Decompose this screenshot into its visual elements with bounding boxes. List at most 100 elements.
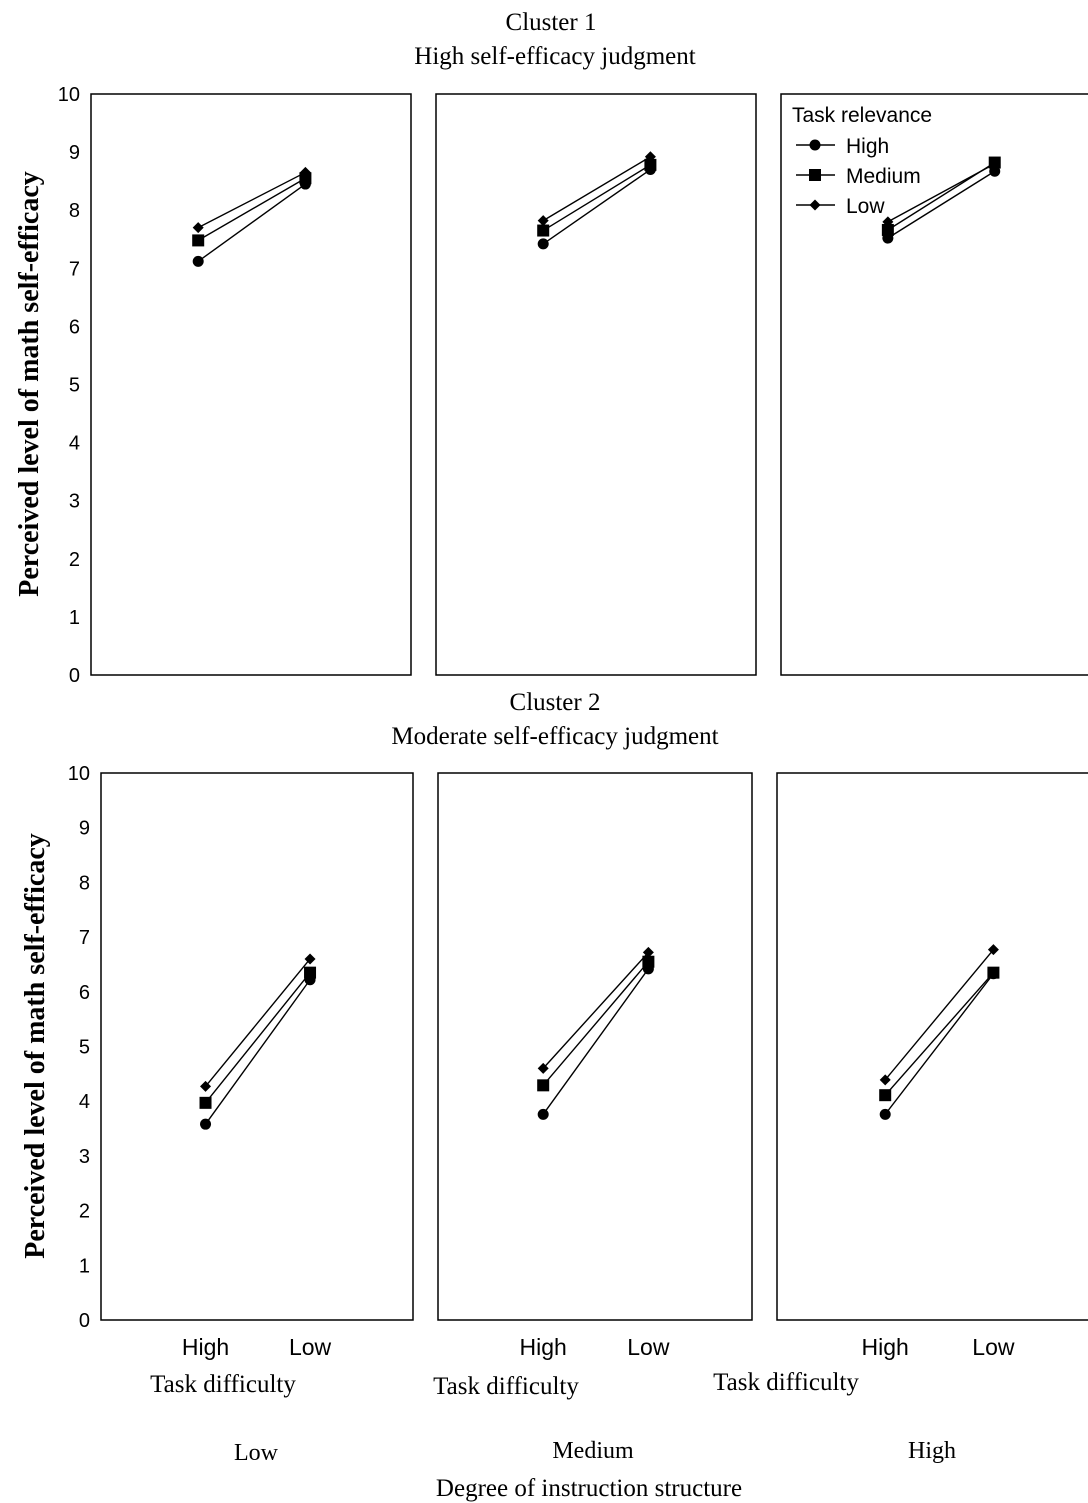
cluster2-panel-low: High Low	[100, 772, 414, 1360]
cluster1-panel-low	[90, 93, 412, 676]
cluster2-y-tick-9: 9	[79, 818, 90, 840]
cluster1-y-tick-4: 4	[69, 433, 80, 455]
x-tick-high: High	[862, 1334, 909, 1360]
cluster2-y-tick-5: 5	[79, 1037, 90, 1059]
cluster1-y-tick-2: 2	[69, 549, 80, 571]
cluster1-y-tick-6: 6	[69, 316, 80, 338]
series-line-high	[204, 979, 311, 1125]
data-point-medium-high	[192, 234, 205, 247]
cluster1-chart: 0 1 2 3 4 5 6 7 8 9 10 Task relevance High Medium Low	[58, 84, 1088, 687]
data-point-low-low	[989, 158, 1001, 170]
cluster1-y-axis-label: Perceived level of math self-efficacy	[14, 171, 45, 597]
cluster1-panel-medium	[435, 93, 757, 676]
cluster2-y-axis-label: Perceived level of math self-efficacy	[20, 833, 51, 1259]
series-line-medium	[884, 972, 994, 1096]
series-line-medium	[542, 961, 649, 1086]
cluster1-subtitle: High self-efficacy judgment	[414, 43, 695, 70]
series-line-high	[887, 170, 996, 239]
difficulty-caption-medium: Task difficulty	[433, 1373, 579, 1400]
cluster1-y-tick-10: 10	[58, 84, 80, 106]
structure-level-high: High	[908, 1438, 956, 1464]
cluster1-panel-frame	[435, 93, 757, 676]
cluster2-y-tick-3: 3	[79, 1146, 90, 1168]
cluster1-panel-high	[780, 93, 1088, 676]
x-tick-low: Low	[289, 1334, 332, 1360]
cluster2-y-tick-1: 1	[79, 1255, 90, 1277]
cluster2-chart: 0 1 2 3 4 5 6 7 8 9 10 High Low High Low High Low	[68, 763, 1088, 1360]
series-line-medium	[542, 164, 651, 232]
x-tick-low: Low	[972, 1334, 1015, 1360]
data-point-medium-low	[304, 966, 317, 979]
series-line-low	[204, 958, 311, 1087]
legend: Task relevance High Medium Low	[792, 104, 932, 218]
cluster2-y-tick-10: 10	[68, 763, 90, 785]
data-point-high-high	[192, 255, 204, 267]
x-tick-high: High	[520, 1334, 567, 1360]
structure-level-low: Low	[234, 1440, 279, 1466]
data-point-high-high	[200, 1118, 212, 1130]
structure-level-medium: Medium	[552, 1438, 634, 1464]
cluster2-y-tick-7: 7	[79, 927, 90, 949]
cluster1-y-tick-9: 9	[69, 142, 80, 164]
cluster2-subtitle: Moderate self-efficacy judgment	[391, 723, 718, 750]
cluster2-y-tick-8: 8	[79, 872, 90, 894]
legend-marker-medium	[809, 169, 821, 181]
series-line-medium	[197, 177, 306, 242]
data-point-medium-low	[987, 966, 1000, 979]
legend-marker-high	[809, 139, 821, 151]
series-line-high	[542, 968, 649, 1115]
data-point-medium-high	[199, 1096, 212, 1109]
cluster2-y-tick-0: 0	[79, 1310, 90, 1332]
legend-marker-low	[809, 199, 821, 211]
data-point-medium-low	[642, 955, 655, 968]
data-point-medium-low	[644, 158, 657, 171]
legend-title: Task relevance	[792, 104, 932, 127]
cluster2-panel-high: High Low	[776, 772, 1088, 1360]
data-point-medium-high	[537, 1079, 550, 1092]
series-line-high	[542, 168, 651, 245]
cluster1-panel-frame	[780, 93, 1088, 676]
data-point-medium-low	[299, 172, 312, 185]
cluster1-title: Cluster 1	[506, 9, 597, 36]
x-tick-low: Low	[627, 1334, 670, 1360]
cluster2-panel-frame	[437, 772, 753, 1321]
cluster2-panel-frame	[100, 772, 414, 1321]
legend-label-low: Low	[846, 195, 885, 218]
cluster1-y-tick-5: 5	[69, 375, 80, 397]
data-point-low-low	[642, 946, 654, 958]
series-line-low	[542, 951, 649, 1069]
series-line-low	[887, 163, 996, 223]
series-line-medium	[204, 972, 311, 1104]
series-line-high	[884, 973, 994, 1115]
cluster2-title: Cluster 2	[510, 689, 601, 716]
cluster1-panel-frame	[90, 93, 412, 676]
cluster1-y-tick-3: 3	[69, 491, 80, 513]
cluster2-panel-medium: High Low	[437, 772, 753, 1360]
legend-label-high: High	[846, 135, 889, 158]
difficulty-caption-high: Task difficulty	[713, 1369, 859, 1396]
cluster1-y-tick-7: 7	[69, 258, 80, 280]
data-point-low-high	[537, 1062, 549, 1074]
data-point-low-high	[882, 216, 894, 228]
data-point-low-low	[644, 151, 656, 163]
series-line-low	[197, 171, 306, 229]
series-line-low	[884, 949, 994, 1081]
x-axis-caption: Degree of instruction structure	[436, 1475, 742, 1502]
data-point-low-high	[879, 1074, 891, 1086]
data-point-low-high	[537, 215, 549, 227]
data-point-high-high	[537, 1108, 549, 1120]
cluster1-y-tick-1: 1	[69, 607, 80, 629]
series-line-low	[542, 156, 651, 222]
data-point-low-low	[304, 953, 316, 965]
cluster1-y-tick-0: 0	[69, 665, 80, 687]
cluster2-y-tick-6: 6	[79, 982, 90, 1004]
data-point-low-low	[987, 944, 999, 956]
data-point-low-high	[192, 222, 204, 234]
data-point-high-high	[537, 238, 549, 250]
cluster1-y-tick-8: 8	[69, 200, 80, 222]
cluster2-y-tick-2: 2	[79, 1201, 90, 1223]
data-point-low-low	[299, 166, 311, 178]
difficulty-caption-low: Task difficulty	[150, 1371, 296, 1398]
